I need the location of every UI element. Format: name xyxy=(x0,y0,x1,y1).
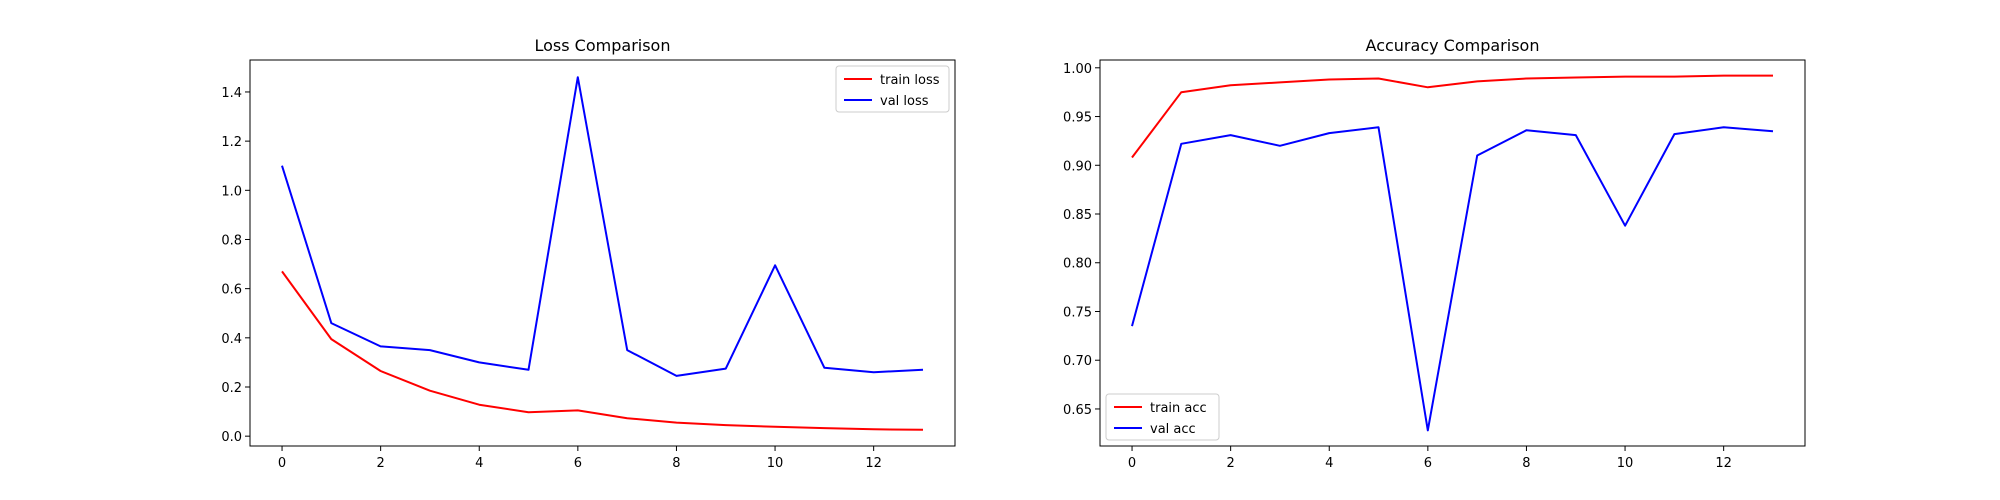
y-tick-label: 0.8 xyxy=(221,233,242,248)
y-tick-label: 1.0 xyxy=(221,184,242,199)
legend: train acc val acc xyxy=(1105,393,1220,441)
y-tick-label: 1.00 xyxy=(1063,62,1092,77)
y-tick-label: 0.80 xyxy=(1063,257,1092,272)
series-line-train-loss xyxy=(281,270,924,431)
series-line-train-acc xyxy=(1131,74,1773,159)
series-line-val-loss xyxy=(281,76,924,377)
y-tick-label: 0.90 xyxy=(1063,159,1092,174)
chart-1: Accuracy Comparison 0 2 4 6 8 10 12 0.65 0.70 0.75… xyxy=(1063,36,1806,471)
y-tick-label: 0.4 xyxy=(221,332,242,347)
y-tick-label: 0.85 xyxy=(1063,208,1092,223)
x-tick-label: 10 xyxy=(1617,456,1634,471)
series-line-val-acc xyxy=(1131,126,1774,432)
x-tick-label: 8 xyxy=(672,456,680,471)
y-tick-label: 1.2 xyxy=(221,135,242,150)
chart-0: Loss Comparison 0 2 4 6 8 10 12 0.0 0.2 0.4 0.6 0.8 1… xyxy=(221,36,956,471)
x-tick-label: 12 xyxy=(1715,456,1732,471)
y-tick-label: 0.0 xyxy=(221,430,242,445)
y-tick-label: 0.75 xyxy=(1063,305,1092,320)
x-tick-label: 6 xyxy=(1424,456,1432,471)
legend: train loss val loss xyxy=(835,65,950,113)
chart-title: Accuracy Comparison xyxy=(1366,36,1540,55)
y-tick-label: 0.70 xyxy=(1063,354,1092,369)
legend-label: train loss xyxy=(880,73,940,88)
x-tick-label: 10 xyxy=(767,456,784,471)
x-tick-label: 0 xyxy=(278,456,286,471)
legend-label: val loss xyxy=(880,94,929,109)
y-tick-label: 0.2 xyxy=(221,381,242,396)
plot-frame xyxy=(1099,59,1806,447)
x-tick-label: 0 xyxy=(1128,456,1136,471)
x-tick-label: 2 xyxy=(377,456,385,471)
y-tick-label: 0.6 xyxy=(221,283,242,298)
plot-frame xyxy=(249,59,956,447)
y-tick-label: 0.65 xyxy=(1063,403,1092,418)
y-tick-label: 0.95 xyxy=(1063,111,1092,126)
legend-label: val acc xyxy=(1150,422,1196,437)
x-tick-label: 4 xyxy=(1325,456,1333,471)
x-tick-label: 2 xyxy=(1227,456,1235,471)
chart-title: Loss Comparison xyxy=(535,36,671,55)
x-tick-label: 6 xyxy=(574,456,582,471)
y-tick-label: 1.4 xyxy=(221,86,242,101)
x-tick-label: 4 xyxy=(475,456,483,471)
x-tick-label: 8 xyxy=(1522,456,1530,471)
x-tick-label: 12 xyxy=(865,456,882,471)
legend-label: train acc xyxy=(1150,401,1207,416)
